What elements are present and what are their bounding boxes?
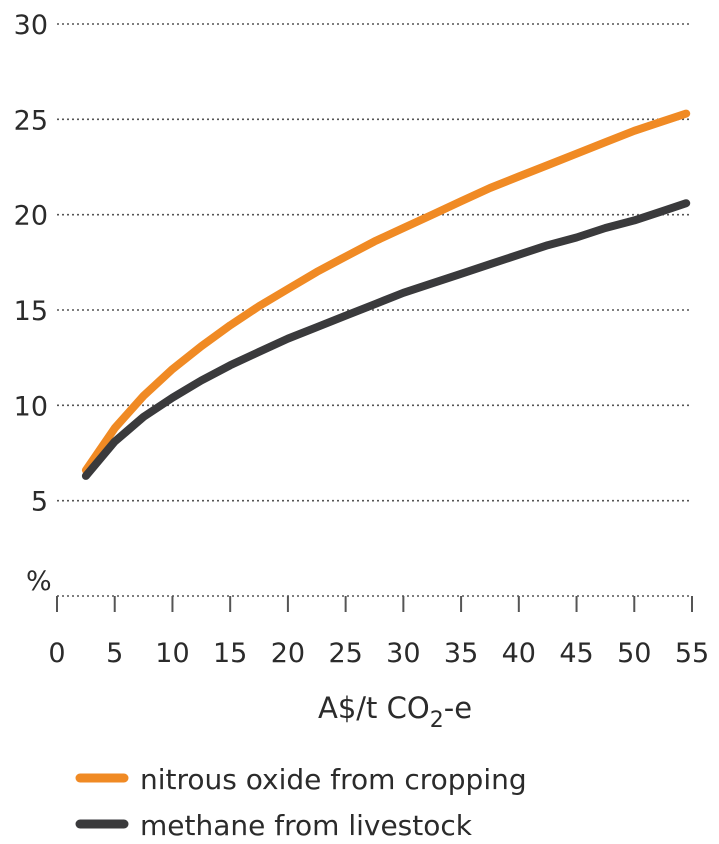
x-tick-label-5: 5: [106, 638, 123, 669]
legend-label-methane: methane from livestock: [140, 809, 473, 842]
x-axis-title-main: A$/t CO: [318, 691, 430, 725]
grid-layer: [57, 23, 692, 502]
x-tick-label-0: 0: [48, 638, 65, 669]
x-tick-label-50: 50: [617, 638, 651, 669]
y-tick-label-10: 10: [14, 391, 48, 422]
x-tick-label-20: 20: [271, 638, 305, 669]
y-axis-unit-label: %: [26, 566, 52, 597]
series-line-nitrous-oxide: [81, 109, 691, 475]
legend-label-nitrous-oxide: nitrous oxide from cropping: [140, 763, 527, 796]
x-tick-label-55: 55: [675, 638, 709, 669]
x-tick-label-15: 15: [213, 638, 247, 669]
x-axis-title-suffix: -e: [444, 691, 472, 725]
legend: nitrous oxide from cropping methane from…: [75, 763, 527, 842]
y-tick-label-20: 20: [14, 201, 48, 232]
y-tick-label-30: 30: [14, 10, 48, 41]
x-tick-label-40: 40: [502, 638, 536, 669]
y-tick-label-25: 25: [14, 105, 48, 136]
y-tick-label-15: 15: [14, 296, 48, 327]
x-tick-label-25: 25: [328, 638, 362, 669]
series-layer: [81, 109, 691, 480]
x-tick-label-35: 35: [444, 638, 478, 669]
x-axis-title-subscript: 2: [430, 708, 444, 733]
axis-layer: 5 10 15 20 25 30 0 5 10 15 20 25 30 35 40 45 50 55: [14, 10, 710, 669]
x-tick-label-45: 45: [559, 638, 593, 669]
y-tick-label-5: 5: [31, 487, 48, 518]
series-line-methane: [81, 199, 691, 480]
x-axis-title: A$/t CO2-e: [318, 691, 472, 733]
x-tick-label-10: 10: [155, 638, 189, 669]
x-tick-label-30: 30: [386, 638, 420, 669]
